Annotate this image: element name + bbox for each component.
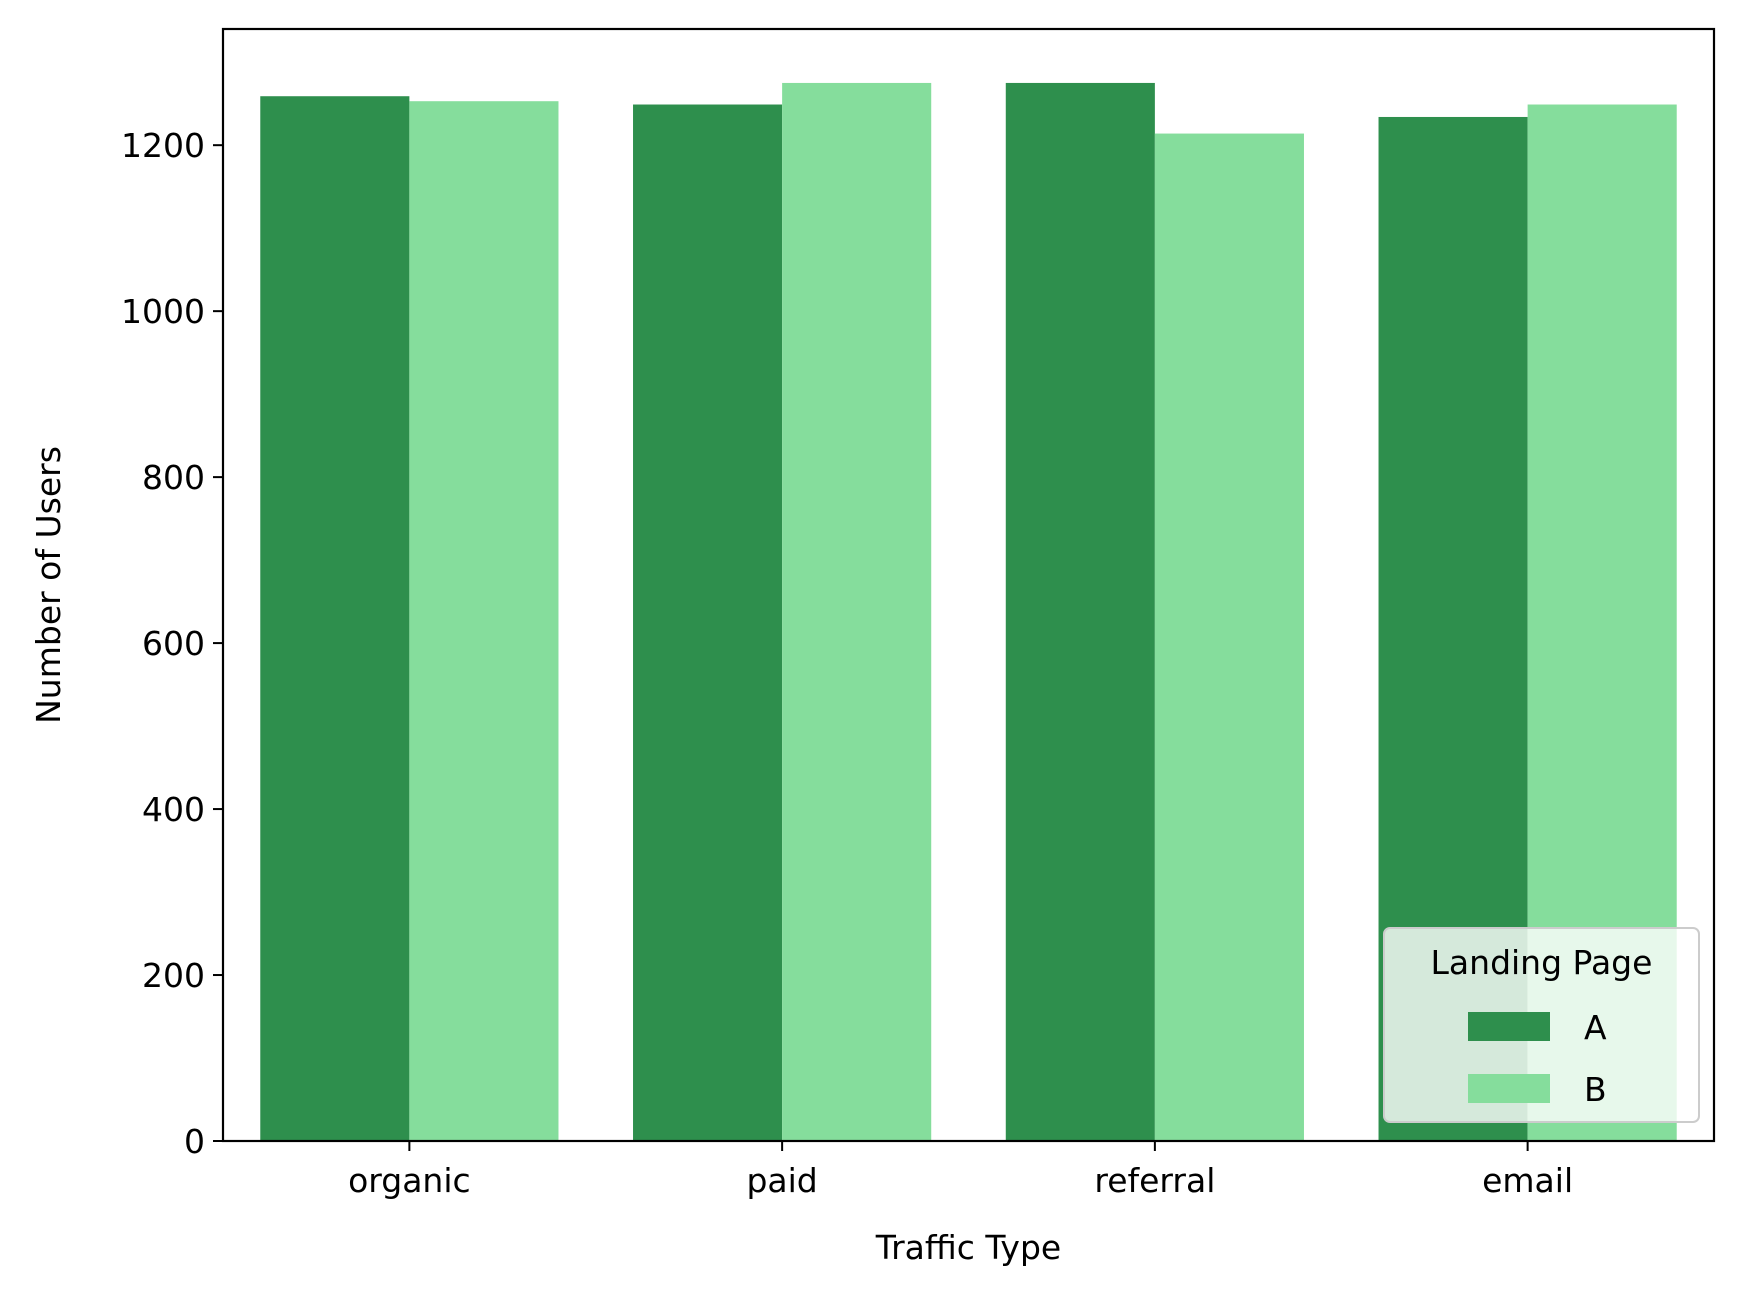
bar-referral-B [1154, 133, 1304, 1142]
ticks-layer: 0 200 400 600 800 1000 1200 organic paid referral… [121, 126, 1573, 1200]
y-axis-label: Number of Users [29, 446, 68, 724]
x-tick-label: email [1482, 1161, 1573, 1200]
y-tick-label: 1200 [121, 126, 205, 165]
bar-paid-B [782, 82, 932, 1141]
y-tick-label: 800 [142, 458, 205, 497]
y-tick-label: 1000 [121, 292, 205, 331]
y-tick-label: 200 [142, 956, 205, 995]
bar-organic-A [260, 96, 410, 1142]
y-tick-label: 400 [142, 790, 205, 829]
bar-paid-A [633, 104, 783, 1142]
bar-referral-A [1005, 82, 1155, 1141]
x-tick-label: paid [746, 1161, 817, 1200]
legend-swatch-A [1468, 1012, 1550, 1041]
legend-label-B: B [1584, 1070, 1607, 1109]
x-axis-label: Traffic Type [875, 1228, 1061, 1267]
y-tick-label: 0 [184, 1122, 205, 1161]
legend-title: Landing Page [1431, 943, 1653, 982]
x-tick-label: organic [348, 1161, 471, 1200]
bar-organic-B [409, 101, 559, 1141]
legend: Landing Page AB [1383, 927, 1700, 1123]
x-tick-label: referral [1094, 1161, 1215, 1200]
legend-label-A: A [1584, 1008, 1607, 1047]
legend-swatch-B [1468, 1074, 1550, 1103]
legend-items: AB [1468, 1008, 1607, 1109]
y-tick-label: 600 [142, 624, 205, 663]
plot-frame [221, 27, 1716, 1143]
